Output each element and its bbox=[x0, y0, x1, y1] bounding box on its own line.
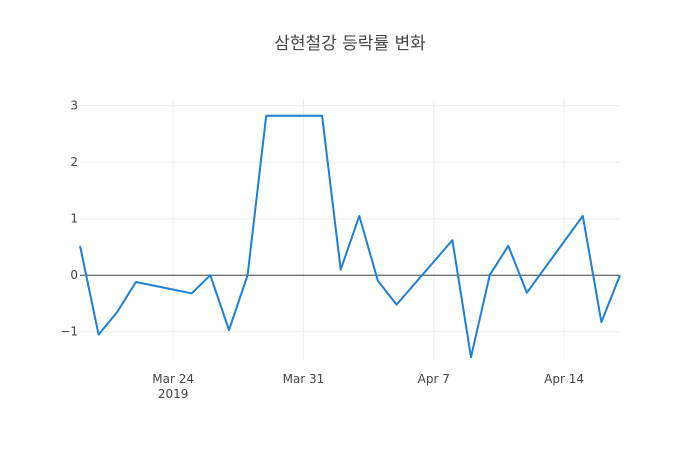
data-point[interactable] bbox=[353, 210, 365, 222]
data-point[interactable] bbox=[316, 110, 328, 122]
data-point[interactable] bbox=[465, 351, 477, 363]
y-tick-label: −1 bbox=[60, 325, 78, 339]
data-point[interactable] bbox=[372, 275, 384, 287]
y-tick-label: 1 bbox=[70, 212, 78, 226]
data-point[interactable] bbox=[130, 276, 142, 288]
data-point[interactable] bbox=[595, 316, 607, 328]
y-tick-label: 0 bbox=[70, 268, 78, 282]
data-point[interactable] bbox=[614, 269, 626, 281]
grid-lines bbox=[80, 100, 620, 360]
series-layer bbox=[74, 110, 626, 363]
data-point[interactable] bbox=[242, 269, 254, 281]
data-point[interactable] bbox=[260, 110, 272, 122]
x-tick-label: Apr 7 bbox=[418, 372, 450, 386]
y-axis-ticks: −1 0 1 2 3 bbox=[60, 99, 78, 339]
data-point[interactable] bbox=[186, 287, 198, 299]
data-point[interactable] bbox=[93, 329, 105, 341]
x-tick-label: Mar 24 bbox=[152, 372, 194, 386]
y-tick-label: 2 bbox=[70, 155, 78, 169]
series-line bbox=[79, 114, 621, 359]
data-point[interactable] bbox=[111, 306, 123, 318]
data-point[interactable] bbox=[223, 324, 235, 336]
data-point[interactable] bbox=[446, 234, 458, 246]
data-point[interactable] bbox=[577, 210, 589, 222]
chart-title: 삼현철강 등락률 변화 bbox=[274, 34, 426, 54]
data-point[interactable] bbox=[335, 264, 347, 276]
x-tick-year-label: 2019 bbox=[158, 387, 189, 401]
x-tick-label: Mar 31 bbox=[283, 372, 325, 386]
data-point[interactable] bbox=[484, 269, 496, 281]
data-point[interactable] bbox=[74, 240, 86, 252]
y-tick-label: 3 bbox=[70, 99, 78, 113]
data-point[interactable] bbox=[521, 287, 533, 299]
data-point[interactable] bbox=[204, 269, 216, 281]
data-point[interactable] bbox=[502, 240, 514, 252]
data-point[interactable] bbox=[391, 299, 403, 311]
x-tick-label: Apr 14 bbox=[544, 372, 584, 386]
